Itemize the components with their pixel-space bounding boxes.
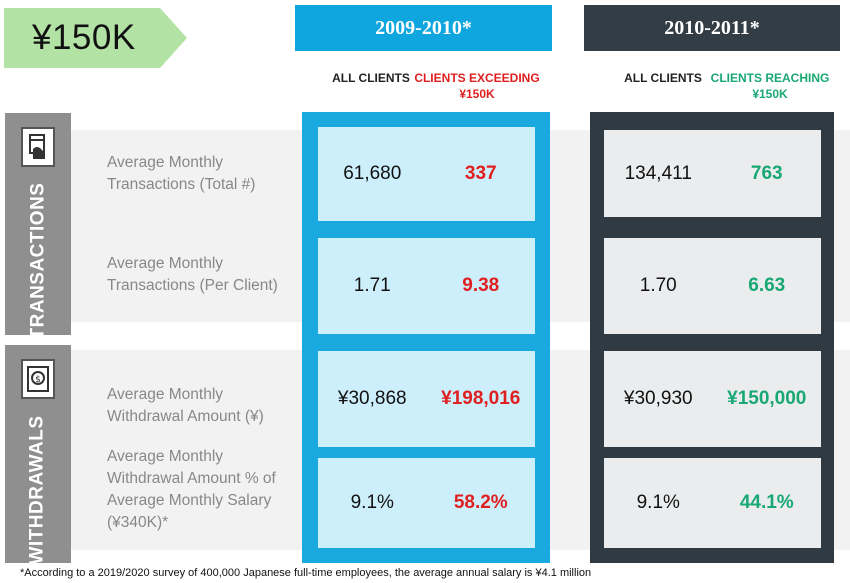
row-1-label: Average Monthly Transactions (Total #)	[107, 154, 256, 193]
p2-row-1-all: 134,411	[624, 162, 692, 184]
p1-row-4-all: 9.1%	[350, 492, 394, 513]
p1-row-1-cell: 61,680 337	[318, 127, 535, 221]
p1-row-3-high: ¥198,016	[441, 388, 521, 409]
row-4-label: Average Monthly Withdrawal Amount % of Av…	[107, 448, 276, 531]
card-hand-icon	[21, 127, 55, 167]
p2-row-2-all: 1.70	[639, 275, 677, 296]
period-1-title: 2009-2010*	[375, 16, 472, 39]
p2-row-3-cell: ¥30,930 ¥150,000	[604, 351, 821, 447]
period-1-header: 2009-2010*	[295, 5, 552, 51]
p2-col-all-label: ALL CLIENTS	[624, 71, 702, 85]
p2-row-4-cell: 9.1% 44.1%	[604, 458, 821, 548]
withdrawals-section-label: WITHDRAWALS	[27, 415, 49, 565]
threshold-tag: ¥150K	[4, 8, 187, 68]
withdrawals-sidebar: $ WITHDRAWALS	[5, 345, 71, 565]
p2-row-3-all: ¥30,930	[623, 388, 693, 409]
p2-row-1-high: 763	[750, 162, 783, 184]
p1-col-high-label: CLIENTS EXCEEDING ¥150K	[412, 70, 542, 102]
period-2-title: 2010-2011*	[664, 16, 760, 39]
p2-row-1-cell: 134,411 763	[604, 130, 821, 217]
p2-row-4-all: 9.1%	[636, 492, 680, 513]
p1-row-1-high: 337	[464, 163, 497, 184]
p2-col-high-line1: CLIENTS REACHING	[710, 71, 830, 85]
p2-col-high-line2: ¥150K	[752, 87, 788, 101]
p2-row-4-high: 44.1%	[739, 492, 794, 513]
withdrawals-section-label-wrap: WITHDRAWALS	[5, 415, 71, 564]
p1-row-2-all: 1.71	[353, 275, 391, 296]
footnote: *According to a 2019/2020 survey of 400,…	[20, 567, 592, 579]
p1-row-3-all: ¥30,868	[337, 388, 407, 409]
p1-row-1-all: 61,680	[343, 163, 402, 184]
transactions-section-label: TRANSACTIONS	[27, 182, 49, 339]
p2-col-high-label: CLIENTS REACHING ¥150K	[706, 70, 834, 102]
p1-col-high-line1: CLIENTS EXCEEDING	[414, 71, 540, 85]
atm-cash-icon: $	[21, 359, 55, 399]
p1-col-all-label: ALL CLIENTS	[332, 71, 410, 85]
p2-row-2-high: 6.63	[748, 275, 786, 296]
period-2-header: 2010-2011*	[584, 5, 840, 51]
threshold-label: ¥150K	[32, 18, 136, 57]
row-3-label: Average Monthly Withdrawal Amount (¥)	[107, 386, 264, 425]
p1-row-4-cell: 9.1% 58.2%	[318, 458, 535, 548]
p2-row-2-cell: 1.70 6.63	[604, 238, 821, 334]
p1-row-3-cell: ¥30,868 ¥198,016	[318, 351, 535, 447]
p1-row-2-high: 9.38	[462, 275, 500, 296]
p1-col-high-line2: ¥150K	[459, 87, 495, 101]
transactions-sidebar: TRANSACTIONS	[5, 113, 71, 339]
transactions-section-label-wrap: TRANSACTIONS	[5, 182, 71, 339]
row-2-label: Average Monthly Transactions (Per Client)	[107, 255, 278, 294]
p1-row-4-high: 58.2%	[453, 492, 508, 513]
p1-row-2-cell: 1.71 9.38	[318, 238, 535, 334]
p2-row-3-high: ¥150,000	[727, 388, 807, 409]
svg-text:$: $	[35, 375, 41, 385]
